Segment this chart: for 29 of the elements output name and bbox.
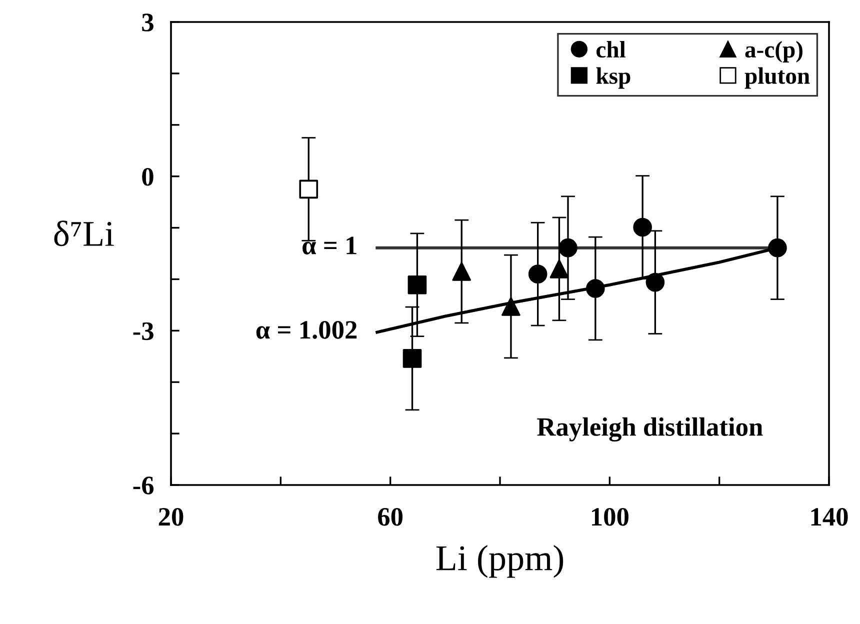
y-axis-title: δ⁷Li [54, 220, 114, 246]
x-tick-label: 20 [158, 508, 184, 526]
y-tick-label: 0 [142, 168, 154, 186]
y-tick-label: -3 [133, 322, 154, 340]
legend-label: pluton [744, 67, 810, 89]
x-axis-title: Li (ppm) [436, 545, 564, 578]
point [646, 272, 665, 292]
point [633, 218, 652, 237]
point [299, 180, 318, 199]
annotation: Rayleigh distillation [537, 417, 763, 442]
point [558, 238, 578, 258]
x-tick-label: 60 [378, 508, 403, 526]
x-tick-label: 140 [811, 508, 848, 526]
y-tick-label: -6 [133, 476, 154, 494]
point [408, 275, 427, 294]
point [768, 238, 787, 258]
annotation: α = 1 [302, 236, 356, 254]
point [550, 260, 569, 278]
point [528, 264, 548, 284]
point [452, 262, 472, 281]
legend-label: ksp [596, 67, 630, 89]
y-tick-label: 3 [142, 14, 154, 32]
x-tick-label: 100 [592, 508, 628, 526]
legend-label: chl [596, 41, 626, 58]
point [586, 279, 605, 298]
point [402, 349, 422, 368]
annotation: α = 1.002 [256, 321, 357, 339]
point [502, 297, 520, 316]
legend-label: a-c(p) [745, 41, 802, 62]
